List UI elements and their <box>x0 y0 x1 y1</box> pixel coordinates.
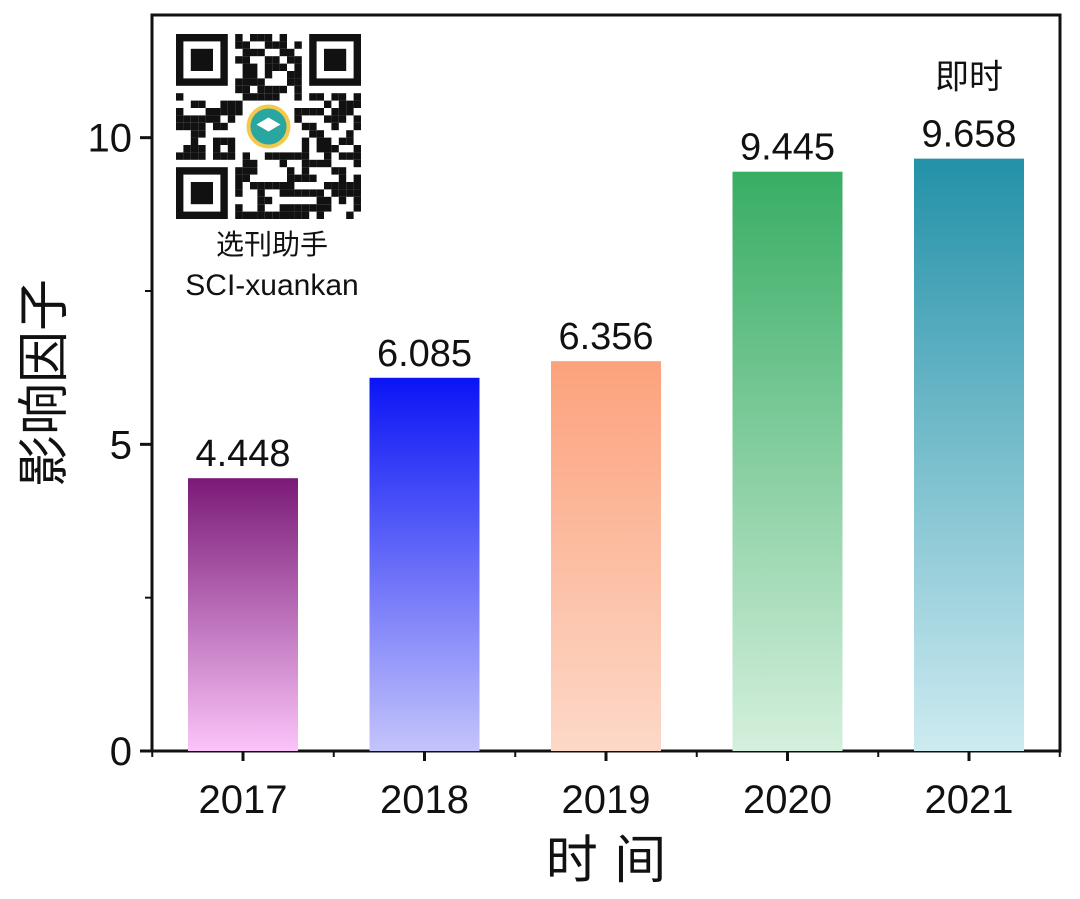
bar-2018 <box>369 377 480 751</box>
value-label-2017: 4.448 <box>195 433 290 475</box>
value-label-2020: 9.445 <box>740 127 835 169</box>
y-tick-label-5: 5 <box>110 423 132 467</box>
watermark-name-cn: 选刊助手 <box>216 228 328 261</box>
y-tick-label-0: 0 <box>110 730 132 774</box>
bar-2020 <box>732 171 843 751</box>
y-axis: 0 5 10 <box>88 117 152 774</box>
bar-2017 <box>188 478 298 751</box>
x-tick-label-2021: 2021 <box>925 778 1014 822</box>
watermark-name-en: SCI-xuankan <box>185 269 358 302</box>
value-labels-group: 4.448 6.085 6.356 9.445 9.658 <box>195 114 1016 476</box>
y-axis-title: 影响因子 <box>15 279 75 487</box>
x-axis-title: 时 间 <box>546 831 667 891</box>
x-tick-label-2020: 2020 <box>743 778 832 822</box>
bars-group <box>188 158 1024 751</box>
value-label-2019: 6.356 <box>558 316 653 358</box>
y-tick-label-10: 10 <box>88 117 133 161</box>
watermark: 选刊助手 SCI-xuankan <box>175 34 361 302</box>
value-label-2021: 9.658 <box>921 114 1016 156</box>
annotation-label: 即时 <box>935 58 1003 98</box>
value-label-2018: 6.085 <box>377 333 472 375</box>
bar-2019 <box>551 361 661 751</box>
x-tick-label-2019: 2019 <box>562 778 651 822</box>
x-tick-label-2017: 2017 <box>199 778 288 822</box>
x-tick-label-2018: 2018 <box>380 778 469 822</box>
qr-code-icon <box>175 34 361 219</box>
bar-2021 <box>914 158 1024 751</box>
x-axis: 2017 2018 2019 2020 2021 <box>151 751 1061 822</box>
